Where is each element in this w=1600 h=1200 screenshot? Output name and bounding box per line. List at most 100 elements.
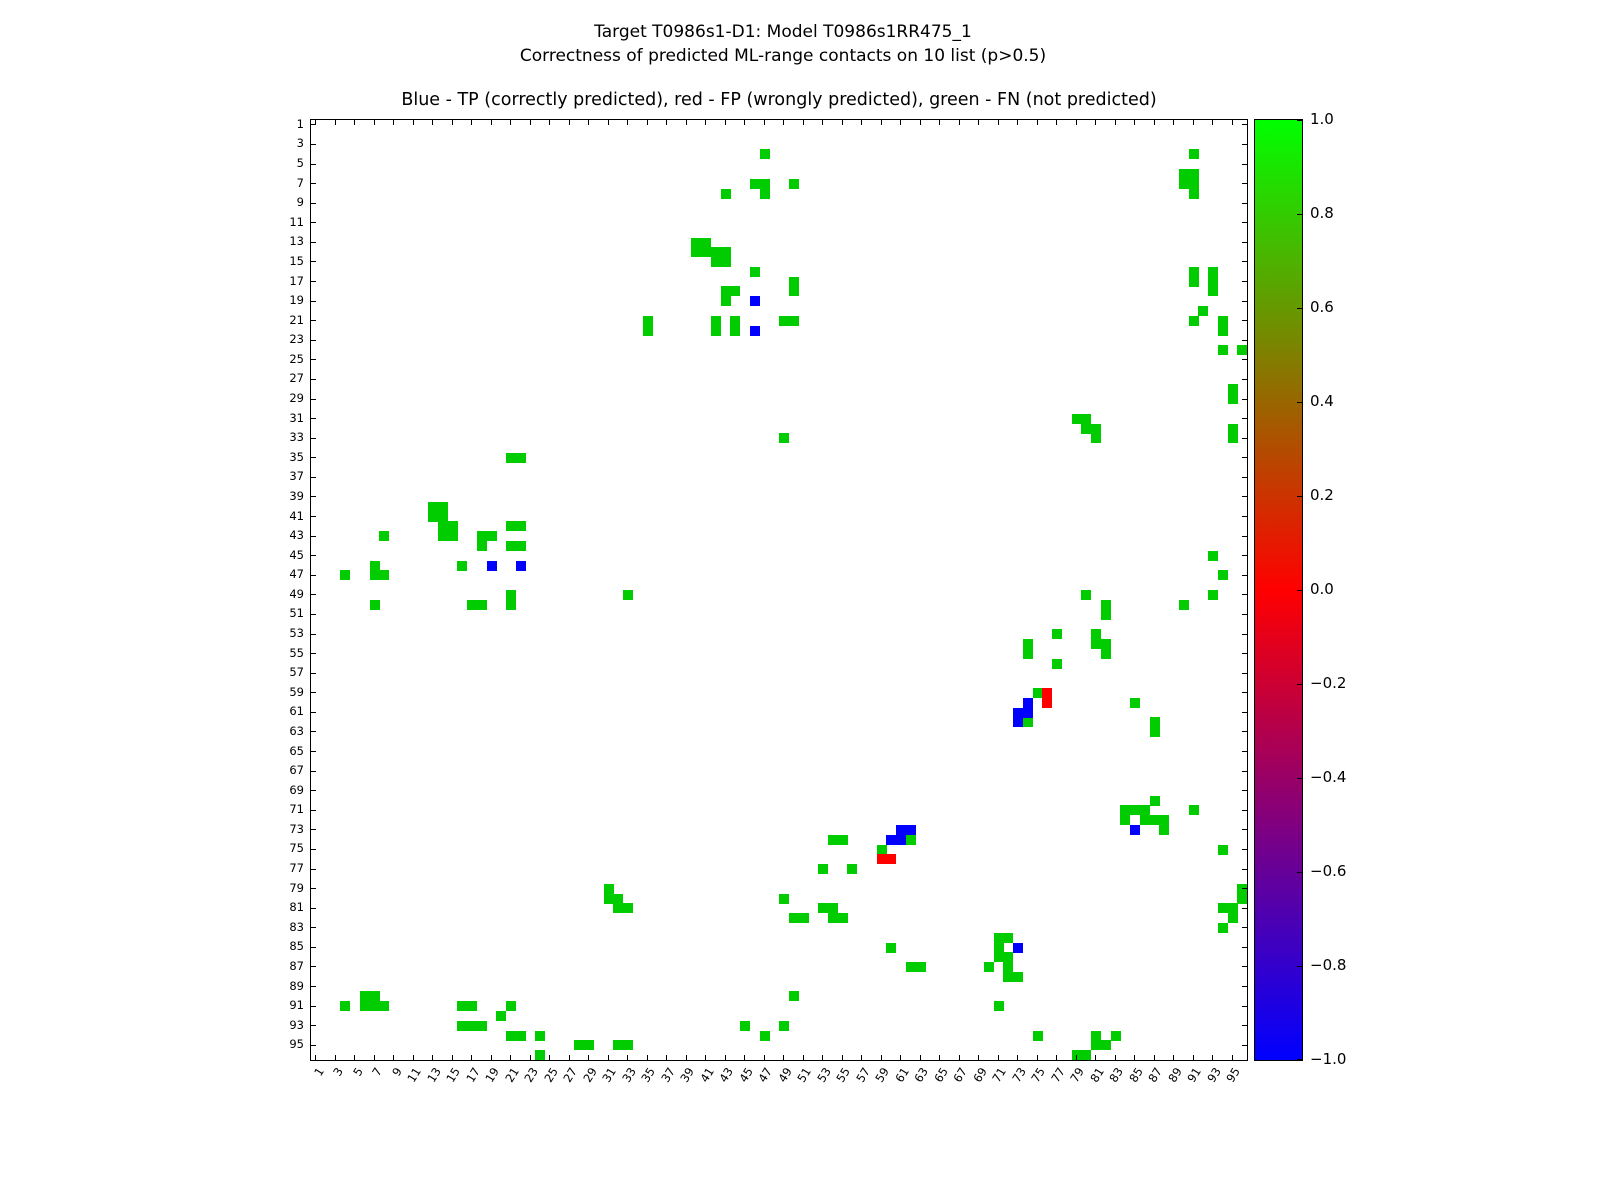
y-tick-mark: [311, 535, 316, 537]
y-tick-mark: [1242, 378, 1247, 380]
contact-cell: [1013, 942, 1023, 953]
y-tick-mark: [311, 516, 316, 518]
y-tick-label: 61: [289, 704, 304, 719]
x-tick-label: 55: [833, 1065, 854, 1085]
x-tick-mark: [510, 1055, 512, 1060]
contact-cell: [496, 1011, 507, 1022]
y-tick-mark: [311, 300, 316, 302]
contact-cell: [506, 541, 516, 552]
contact-cell: [1188, 315, 1199, 326]
suptitle-line2: Correctness of predicted ML-range contac…: [519, 46, 1047, 66]
colorbar-tick-label: 1.0: [1310, 110, 1334, 128]
x-tick-mark: [997, 120, 999, 125]
y-tick-mark: [1242, 555, 1247, 557]
y-tick-label: 23: [289, 332, 304, 347]
y-tick-mark: [311, 574, 316, 576]
y-tick-mark: [1242, 868, 1247, 870]
x-tick-mark: [607, 120, 609, 125]
contact-cell: [827, 834, 838, 845]
contact-cell: [1100, 609, 1111, 620]
y-tick-mark: [1242, 496, 1247, 498]
x-tick-mark: [568, 1055, 570, 1060]
contact-cell: [779, 433, 789, 444]
y-tick-mark: [1242, 124, 1247, 126]
contact-cell: [535, 1050, 546, 1061]
x-tick-label: 63: [911, 1065, 932, 1085]
contact-cell: [1091, 1040, 1101, 1051]
contact-cell: [535, 1030, 546, 1041]
contact-cell: [467, 1001, 477, 1012]
x-tick-label: 77: [1048, 1065, 1068, 1085]
y-tick-label: 57: [289, 665, 304, 680]
contact-cell: [788, 286, 799, 297]
contact-cell: [788, 991, 799, 1002]
y-tick-mark: [311, 320, 316, 322]
y-tick-mark: [1242, 241, 1247, 243]
x-tick-mark: [315, 120, 317, 125]
contact-cell: [457, 1001, 468, 1012]
y-tick-mark: [311, 1005, 316, 1007]
x-tick-mark: [939, 1055, 941, 1060]
contact-cell: [1227, 384, 1238, 395]
figure-suptitle: Target T0986s1-D1: Model T0986s1RR475_1 …: [0, 20, 1566, 68]
contact-cell: [506, 1030, 516, 1041]
x-tick-label: 31: [599, 1065, 620, 1085]
x-tick-mark: [646, 120, 648, 125]
contact-cell: [369, 570, 380, 581]
x-tick-label: 49: [775, 1065, 795, 1085]
y-tick-mark: [1242, 535, 1247, 537]
contact-cell: [1237, 345, 1248, 356]
x-tick-mark: [919, 1055, 921, 1060]
contact-cell: [1003, 932, 1014, 943]
y-tick-label: 9: [296, 195, 304, 210]
x-tick-mark: [939, 120, 941, 125]
y-tick-label: 53: [289, 626, 304, 641]
y-tick-mark: [311, 868, 316, 870]
contact-cell: [1013, 717, 1023, 728]
y-tick-label: 51: [289, 606, 304, 621]
contact-cell: [779, 315, 789, 326]
y-tick-mark: [1242, 613, 1247, 615]
y-tick-mark: [1242, 809, 1247, 811]
contact-cell: [486, 531, 497, 542]
y-tick-label: 37: [289, 469, 304, 484]
x-tick-mark: [919, 120, 921, 125]
contact-cell: [486, 560, 497, 571]
x-tick-mark: [685, 120, 687, 125]
y-tick-mark: [311, 790, 316, 792]
colorbar-tick-label: 0.8: [1310, 204, 1334, 222]
contact-cell: [642, 325, 653, 336]
colorbar-tick-mark: [1297, 589, 1302, 591]
contact-cell: [710, 247, 721, 258]
x-tick-mark: [432, 120, 434, 125]
colorbar-tick-label: 0.6: [1310, 298, 1334, 316]
x-tick-mark: [1017, 120, 1019, 125]
contact-cell: [1130, 805, 1140, 816]
x-tick-mark: [861, 120, 863, 125]
x-tick-mark: [958, 120, 960, 125]
contact-cell: [710, 325, 721, 336]
contact-cell: [506, 452, 516, 463]
contact-cell: [1208, 266, 1218, 277]
x-tick-label: 57: [853, 1065, 873, 1085]
x-tick-mark: [1173, 120, 1175, 125]
y-tick-mark: [1242, 261, 1247, 263]
contact-cell: [1208, 550, 1218, 561]
contact-cell: [1149, 795, 1160, 806]
y-tick-mark: [1242, 848, 1247, 850]
y-tick-mark: [1242, 476, 1247, 478]
colorbar-tick-mark: [1297, 120, 1302, 121]
y-tick-mark: [311, 1044, 316, 1046]
colorbar-tick-mark: [1297, 1059, 1302, 1060]
contact-cell: [876, 854, 887, 865]
contact-cell: [613, 1040, 624, 1051]
contact-cell: [730, 325, 741, 336]
x-tick-mark: [627, 120, 629, 125]
x-tick-label: 65: [931, 1065, 951, 1085]
y-tick-mark: [1242, 888, 1247, 890]
contact-cell: [1022, 648, 1033, 659]
y-tick-mark: [311, 692, 316, 694]
x-tick-mark: [685, 1055, 687, 1060]
contact-cell: [1091, 629, 1101, 640]
x-tick-label: 7: [369, 1065, 386, 1079]
